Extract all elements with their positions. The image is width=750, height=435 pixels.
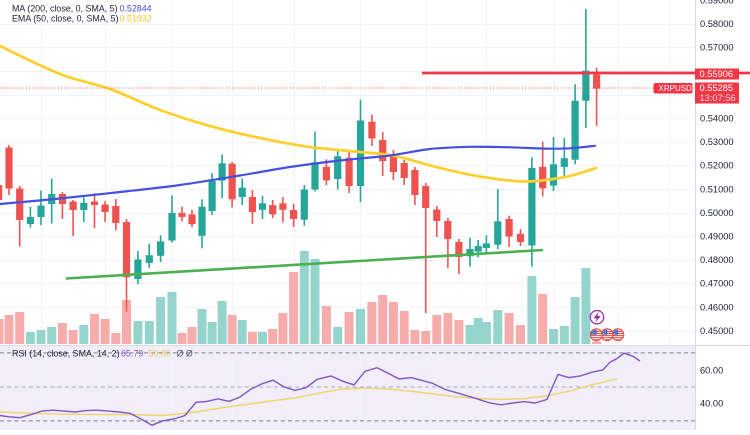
svg-text:0.46000: 0.46000 <box>700 302 734 312</box>
svg-text:0.55285: 0.55285 <box>700 83 734 93</box>
svg-text:13:07:56: 13:07:56 <box>700 93 736 103</box>
svg-text:0.59000: 0.59000 <box>700 0 734 6</box>
svg-text:50.80: 50.80 <box>149 349 171 359</box>
svg-text:Ø Ø: Ø Ø <box>177 349 193 359</box>
svg-text:RSI (14, close, SMA, 14, 2): RSI (14, close, SMA, 14, 2) <box>12 349 120 359</box>
svg-text:65.79: 65.79 <box>121 349 143 359</box>
svg-text:0.51932: 0.51932 <box>120 13 152 23</box>
svg-text:0.53000: 0.53000 <box>700 137 734 147</box>
svg-text:0.50000: 0.50000 <box>700 208 734 218</box>
svg-text:0.48000: 0.48000 <box>700 255 734 265</box>
svg-text:0.47000: 0.47000 <box>700 279 734 289</box>
svg-text:MA (200, close, 0, SMA, 5): MA (200, close, 0, SMA, 5) <box>12 3 118 13</box>
svg-text:0.45000: 0.45000 <box>700 326 734 336</box>
svg-text:0.52000: 0.52000 <box>700 161 734 171</box>
svg-text:0.49000: 0.49000 <box>700 232 734 242</box>
svg-text:0.58000: 0.58000 <box>700 19 734 29</box>
svg-text:XRPUSD: XRPUSD <box>659 84 693 93</box>
svg-text:0.54000: 0.54000 <box>700 114 734 124</box>
svg-text:0.55906: 0.55906 <box>700 69 734 79</box>
svg-text:0.57000: 0.57000 <box>700 43 734 53</box>
svg-text:0.51000: 0.51000 <box>700 184 734 194</box>
svg-text:40.00: 40.00 <box>700 398 723 408</box>
svg-text:60.00: 60.00 <box>700 365 723 375</box>
svg-text:0.52844: 0.52844 <box>120 3 152 13</box>
svg-text:EMA (50, close, 0, SMA, 5): EMA (50, close, 0, SMA, 5) <box>12 13 119 23</box>
